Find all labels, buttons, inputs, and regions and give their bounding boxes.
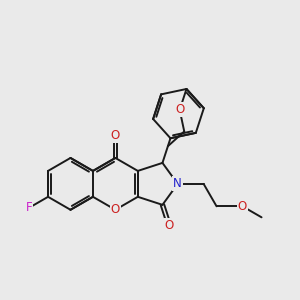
Text: N: N — [173, 177, 182, 190]
Text: O: O — [175, 103, 184, 116]
Text: O: O — [111, 203, 120, 216]
Text: O: O — [238, 200, 247, 213]
Text: O: O — [111, 129, 120, 142]
Text: O: O — [165, 219, 174, 232]
Text: F: F — [26, 201, 32, 214]
